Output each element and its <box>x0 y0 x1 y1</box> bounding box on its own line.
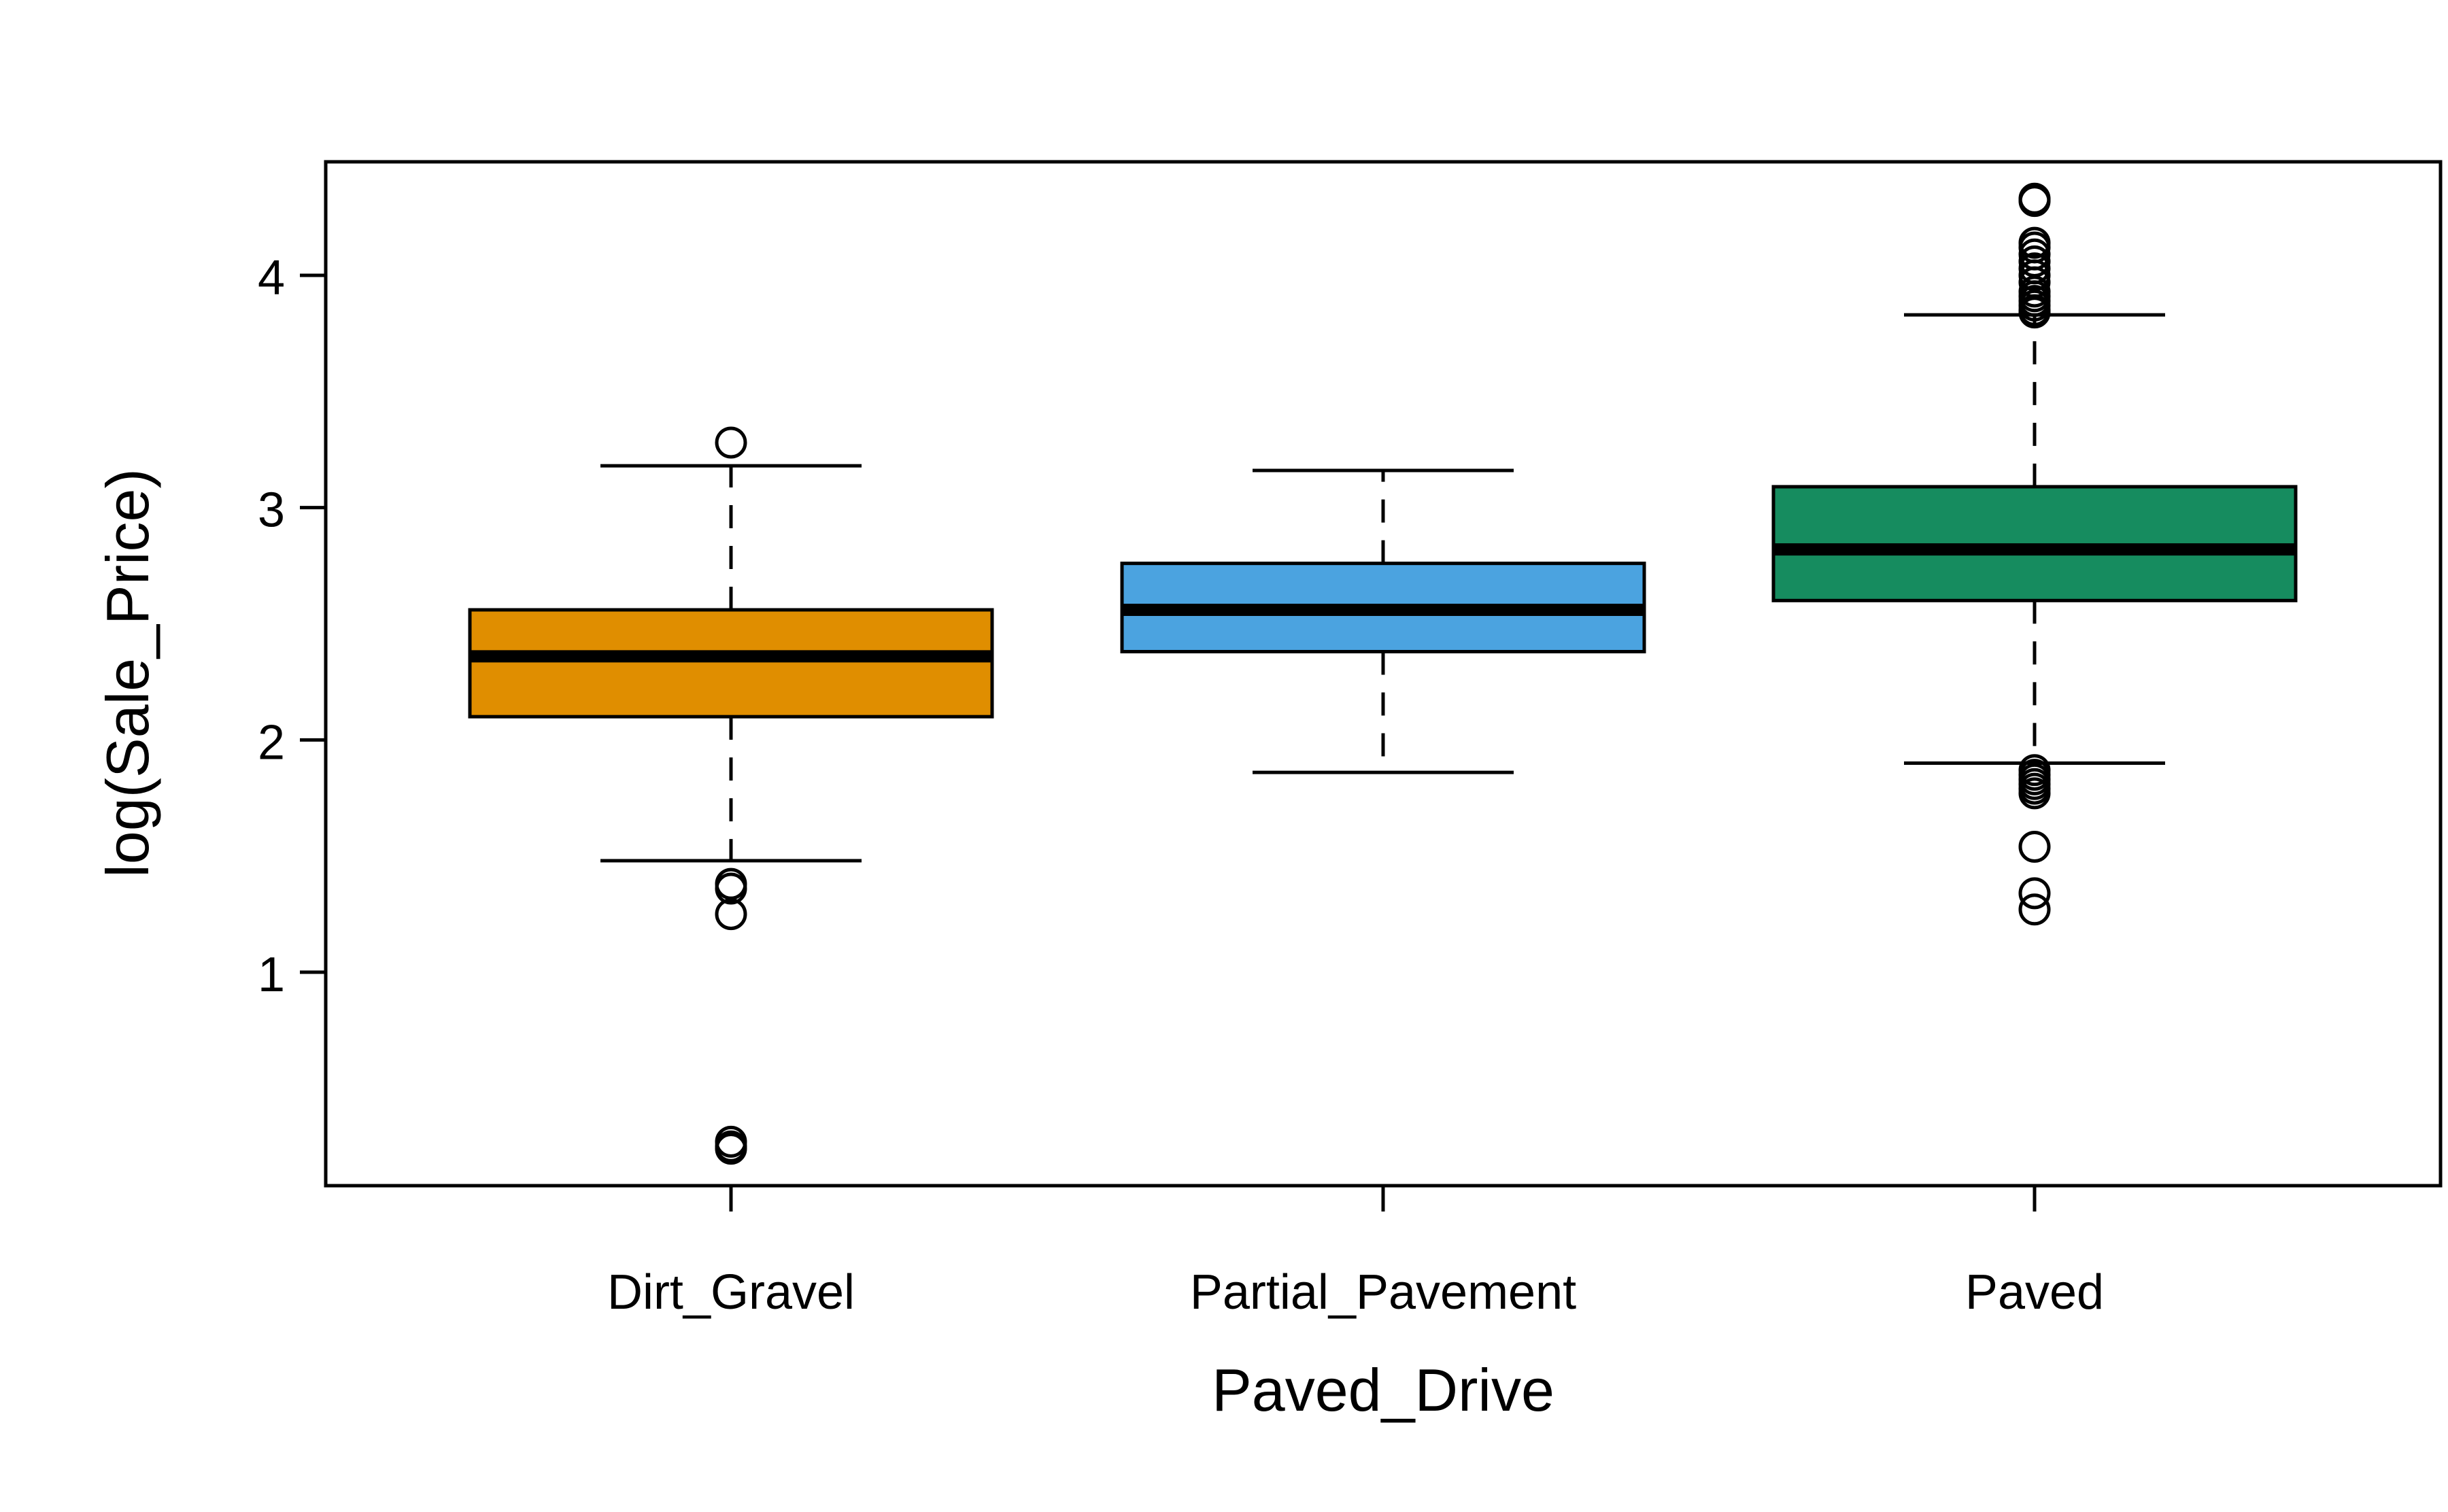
x-tick-label: Paved <box>1965 1265 2104 1320</box>
y-tick-label: 1 <box>258 948 285 1002</box>
outlier-point <box>715 872 747 905</box>
box-group <box>1771 182 2298 926</box>
outlier-point <box>715 426 747 459</box>
outlier-point <box>715 898 747 931</box>
x-tick-label: Partial_Pavement <box>1190 1265 1576 1320</box>
outlier-point <box>2018 777 2051 810</box>
outlier-point <box>2018 296 2051 329</box>
y-tick-label: 3 <box>258 483 285 538</box>
x-tick-label: Dirt_Gravel <box>607 1265 855 1320</box>
box-group <box>1120 468 1646 774</box>
outlier-point <box>715 1133 747 1165</box>
outlier-point <box>2018 185 2051 218</box>
box-iqr <box>468 608 994 719</box>
y-tick-label: 4 <box>258 251 285 305</box>
outlier-point <box>2018 877 2051 910</box>
y-tick-label: 2 <box>258 715 285 770</box>
x-axis: Dirt_Gravel Partial_Pavement Paved <box>607 1186 2104 1320</box>
x-axis-label: Paved_Drive <box>1212 1356 1554 1424</box>
outlier-point <box>2018 893 2051 926</box>
y-axis: 1 2 3 4 <box>258 251 326 1002</box>
y-axis-label: log(Sale_Price) <box>94 468 161 878</box>
outlier-point <box>2018 831 2051 863</box>
box-group <box>468 426 994 1165</box>
boxes-layer <box>468 182 2298 1165</box>
